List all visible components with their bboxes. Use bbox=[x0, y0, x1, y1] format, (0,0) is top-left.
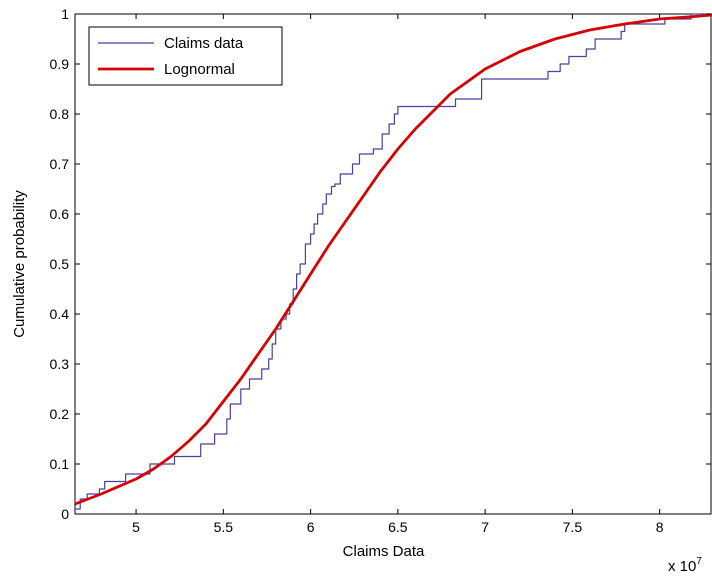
legend-label-claims-data: Claims data bbox=[164, 35, 244, 52]
x-tick-label: 7 bbox=[481, 519, 489, 535]
y-axis-ticks: 0 0.1 0.2 0.3 0.4 0.5 0.6 0.7 0.8 0.9 1 bbox=[50, 6, 711, 522]
x-multiplier-exponent: 7 bbox=[696, 556, 702, 567]
y-tick-label: 0.4 bbox=[50, 306, 70, 322]
x-axis-label: Claims Data bbox=[343, 543, 425, 560]
y-tick-label: 0.8 bbox=[50, 106, 70, 122]
y-tick-label: 0.2 bbox=[50, 406, 70, 422]
y-tick-label: 0.9 bbox=[50, 56, 70, 72]
x-tick-label: 5 bbox=[132, 519, 140, 535]
x-axis-multiplier: x 107 bbox=[668, 556, 702, 575]
y-tick-label: 0.6 bbox=[50, 206, 70, 222]
x-tick-label: 6 bbox=[307, 519, 315, 535]
x-axis-ticks: 5 5.5 6 6.5 7 7.5 8 bbox=[132, 14, 664, 535]
y-axis-label: Cumulative probability bbox=[11, 190, 28, 338]
series-line-claims-data bbox=[75, 13, 712, 510]
x-tick-label: 6.5 bbox=[388, 519, 408, 535]
legend-box bbox=[88, 26, 283, 86]
y-tick-label: 1 bbox=[61, 6, 69, 22]
plot-area bbox=[74, 13, 712, 515]
x-multiplier-base: x 10 bbox=[668, 558, 696, 575]
series-line-lognormal bbox=[74, 13, 712, 506]
legend-label-lognormal: Lognormal bbox=[164, 61, 235, 78]
y-tick-label: 0.7 bbox=[50, 156, 70, 172]
y-tick-label: 0.3 bbox=[50, 356, 70, 372]
y-tick-label: 0.5 bbox=[50, 256, 70, 272]
series-layer bbox=[74, 13, 712, 510]
y-tick-label: 0.1 bbox=[50, 456, 70, 472]
legend: Claims data Lognormal bbox=[88, 26, 283, 86]
y-tick-label: 0 bbox=[61, 506, 69, 522]
x-tick-label: 7.5 bbox=[563, 519, 583, 535]
x-tick-label: 5.5 bbox=[214, 519, 234, 535]
x-tick-label: 8 bbox=[656, 519, 664, 535]
